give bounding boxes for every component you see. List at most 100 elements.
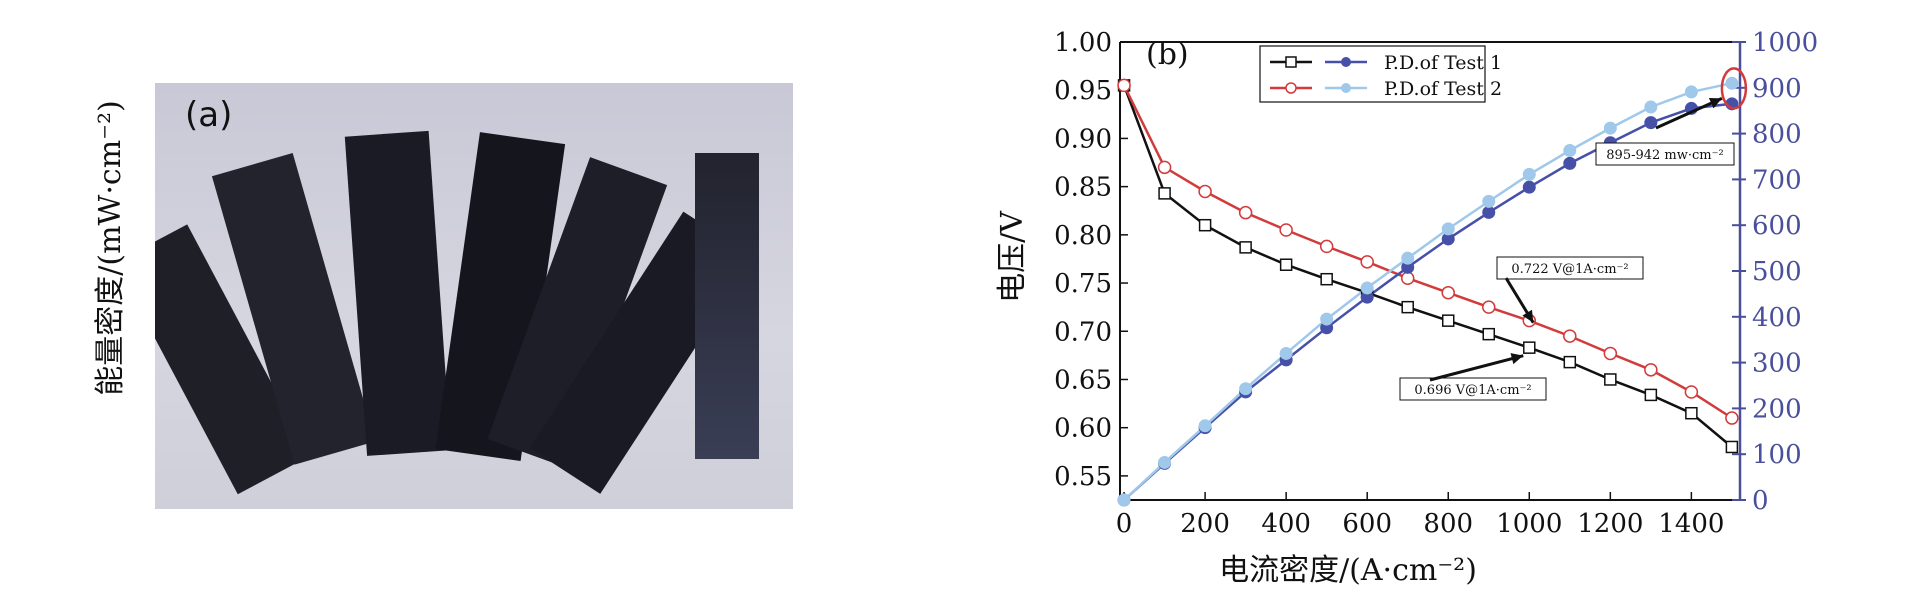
- data-point: [1603, 121, 1617, 135]
- data-point: [1441, 314, 1455, 327]
- series-line-3: [1123, 102, 1733, 501]
- data-point: [1725, 411, 1739, 425]
- y2-tick-label: 900: [1752, 74, 1802, 104]
- data-point: [1157, 160, 1172, 175]
- panel-b-label: (b): [1146, 37, 1189, 72]
- axes: 0 200 400 600 800 1000 1200 14000.550.600.650.7…: [1054, 28, 1818, 539]
- legend-swatch-marker: [1285, 82, 1297, 94]
- x-tick-label: 600: [1342, 509, 1392, 539]
- y-tick-label: 1.00: [1054, 28, 1112, 58]
- data-point: [1684, 85, 1698, 99]
- data-point: [1684, 385, 1699, 399]
- y-tick-label: 0.95: [1054, 76, 1112, 106]
- series-line-4: [1123, 81, 1733, 501]
- y2-tick-label: 1000: [1752, 28, 1818, 58]
- y-tick-label: 0.55: [1054, 462, 1112, 492]
- data-point: [1644, 363, 1658, 377]
- data-point: [1482, 300, 1496, 314]
- data-point: [1563, 144, 1577, 158]
- y2-tick-label: 800: [1752, 120, 1802, 150]
- y-tick-label: 0.85: [1054, 173, 1112, 203]
- data-point: [1482, 205, 1496, 219]
- y-tick-label: 0.70: [1054, 317, 1112, 347]
- highlight-ellipse: [1720, 67, 1748, 110]
- data-point: [1563, 329, 1577, 343]
- annotation-arrowhead: [1708, 98, 1722, 109]
- data-point: [1644, 116, 1658, 130]
- markers: [1117, 76, 1739, 507]
- data-point: [1239, 382, 1253, 396]
- y-tick-label: 0.60: [1054, 414, 1112, 444]
- panel-a-label: (a): [185, 95, 233, 135]
- annotation-text: 0.722 V@1A·cm⁻²: [1511, 262, 1628, 277]
- x-tick-label: 1000: [1496, 509, 1562, 539]
- legend-label: P.D.of Test 2: [1384, 78, 1502, 100]
- data-point: [1198, 218, 1212, 232]
- x-tick-label: 1400: [1658, 509, 1724, 539]
- data-point: [1563, 355, 1577, 369]
- x-axis-label: 电流密度/(A·cm⁻²): [1219, 553, 1477, 588]
- chart-panel-b: 0 200 400 600 800 1000 1200 14000.550.600.650.7…: [995, 28, 1818, 588]
- annotation-text: 0.696 V@1A·cm⁻²: [1414, 383, 1531, 398]
- data-point: [1279, 223, 1293, 237]
- data-point: [1685, 406, 1698, 420]
- data-point: [1522, 180, 1536, 194]
- y2-tick-label: 100: [1752, 440, 1802, 470]
- y2-tick-label: 300: [1752, 349, 1802, 379]
- data-point: [1401, 300, 1414, 314]
- data-point: [1644, 388, 1658, 402]
- x-tick-label: 1200: [1577, 509, 1643, 539]
- data-point: [1320, 312, 1334, 326]
- legend-label: P.D.of Test 1: [1384, 52, 1502, 74]
- y2-tick-label: 500: [1752, 257, 1802, 287]
- y-tick-label: 0.75: [1054, 269, 1112, 299]
- annotation-box: [1595, 142, 1735, 166]
- data-point: [1198, 184, 1212, 199]
- data-point: [1158, 455, 1172, 469]
- x-tick-label: 200: [1180, 509, 1230, 539]
- data-point: [1117, 78, 1131, 93]
- annotation-arrowhead: [1522, 309, 1534, 323]
- annotation-text: 895-942 mw·cm⁻²: [1606, 148, 1723, 163]
- data-point: [1644, 100, 1658, 114]
- annotation-arrow: [1655, 97, 1723, 130]
- data-point: [1320, 272, 1333, 286]
- x-tick-label: 800: [1423, 509, 1473, 539]
- y2-tick-label: 400: [1752, 303, 1802, 333]
- annotation-arrowhead: [1510, 353, 1524, 365]
- annotation-box: [1399, 377, 1547, 401]
- y-tick-label: 0.65: [1054, 365, 1112, 395]
- data-point: [1117, 493, 1131, 507]
- data-point: [1603, 346, 1618, 361]
- legend-swatch-marker: [1285, 56, 1297, 68]
- photo-panel-a: (a): [155, 83, 793, 509]
- legend: P.D.of Test 1 P.D.of Test 2: [1259, 45, 1502, 103]
- legend-box: [1259, 45, 1486, 103]
- legend-swatch-marker: [1341, 57, 1351, 67]
- x-tick-label: 0: [1116, 509, 1133, 539]
- data-point: [1360, 281, 1374, 295]
- y2-tick-label: 200: [1752, 394, 1802, 424]
- annotations: 895-942 mw·cm⁻² 0.722 V@1A·cm⁻² 0.696 V@1A…: [1399, 67, 1748, 401]
- rotated-axis-label: 能量密度/(mW·cm⁻²): [93, 100, 128, 396]
- y2-tick-label: 600: [1752, 211, 1802, 241]
- data-point: [1725, 440, 1739, 454]
- y2-tick-label: 0: [1752, 486, 1769, 516]
- data-point: [1441, 285, 1455, 300]
- x-tick-label: 400: [1261, 509, 1311, 539]
- data-point: [1198, 419, 1212, 433]
- data-point: [1400, 271, 1415, 285]
- annotation-arrow: [1429, 354, 1524, 382]
- data-point: [1441, 222, 1455, 236]
- legend-swatch-marker: [1341, 83, 1351, 93]
- data-point: [1360, 255, 1374, 269]
- data-point: [1279, 346, 1293, 360]
- data-point: [1482, 327, 1496, 341]
- data-point: [1482, 194, 1496, 208]
- y-tick-label: 0.90: [1054, 124, 1112, 154]
- data-point: [1563, 156, 1577, 170]
- series-line-1: [1122, 84, 1733, 448]
- y2-tick-label: 700: [1752, 165, 1802, 195]
- data-point: [1238, 205, 1253, 220]
- data-point: [1725, 76, 1739, 90]
